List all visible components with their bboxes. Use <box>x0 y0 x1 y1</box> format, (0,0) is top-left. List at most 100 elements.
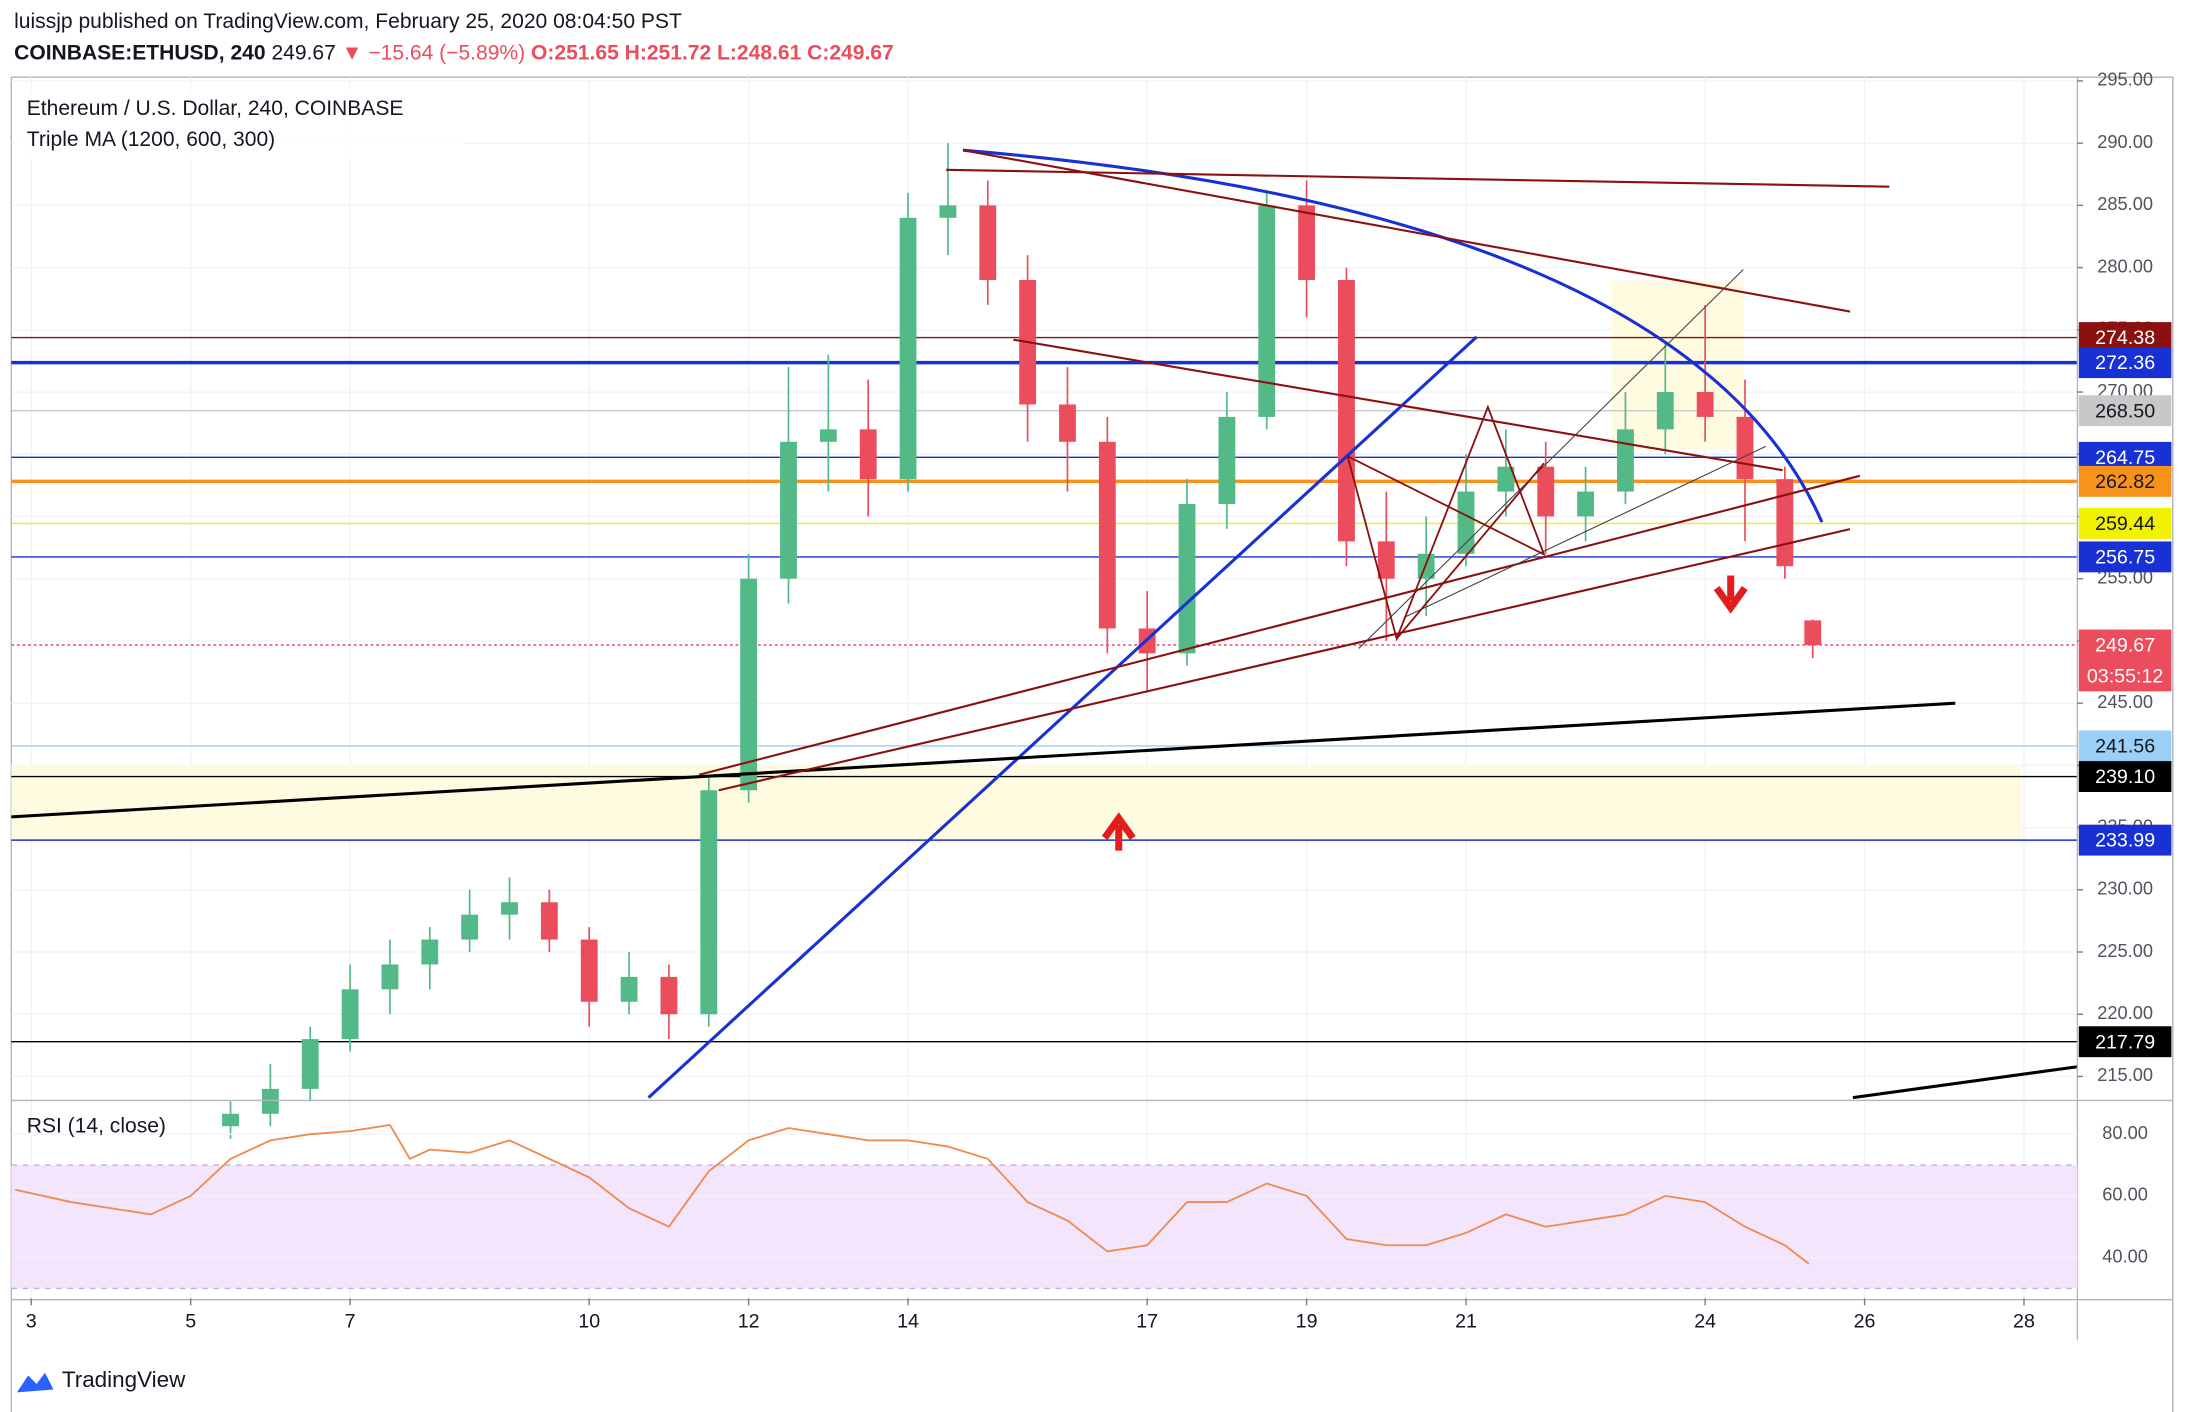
candle-body <box>580 939 598 1002</box>
price-label: 262.82 <box>2095 471 2155 493</box>
price-label: 256.75 <box>2095 547 2155 569</box>
rsi-line <box>15 1123 1810 1265</box>
x-tick-label: 17 <box>1136 1310 1158 1332</box>
rsi-title: RSI (14, close) <box>27 1115 166 1138</box>
candle-body <box>1417 553 1435 579</box>
candle-body <box>939 205 957 218</box>
candle-body <box>1457 491 1475 554</box>
trend-line <box>1852 1065 2078 1100</box>
channel-line <box>1358 269 1744 649</box>
price-label-box <box>2078 395 2172 427</box>
x-tick-label: 21 <box>1455 1310 1477 1332</box>
chart-title: Ethereum / U.S. Dollar, 240, COINBASE <box>27 97 404 120</box>
levels <box>11 336 2078 1043</box>
price-label-box <box>2078 347 2172 379</box>
countdown-box <box>2078 660 2172 692</box>
candle-body <box>1178 504 1196 654</box>
chart-frame <box>10 76 2174 1412</box>
price-label: 241.56 <box>2095 736 2155 758</box>
symbol-line: COINBASE:ETHUSD, 240 249.67 ▼ −15.64 (−5… <box>14 41 894 64</box>
candle-body <box>780 441 797 579</box>
trend-line <box>698 474 1861 776</box>
legend-bg <box>14 89 464 161</box>
indicator-label: Triple MA (1200, 600, 300) <box>27 128 275 151</box>
candle-body <box>819 429 837 442</box>
trend-line <box>647 335 1478 1099</box>
candle-body <box>1736 416 1754 480</box>
price-label-box <box>2078 1026 2172 1058</box>
price-label: 268.50 <box>2095 400 2155 422</box>
candle-body <box>1804 620 1822 646</box>
price-label: 249.67 <box>2095 635 2155 657</box>
candle-body <box>261 1088 279 1114</box>
price-label: 233.99 <box>2095 830 2155 852</box>
candle-body <box>700 790 718 1015</box>
price-label-box <box>2078 730 2172 762</box>
price-label-box <box>2078 824 2172 856</box>
x-tick-label: 5 <box>185 1310 196 1332</box>
zone <box>1611 280 1744 450</box>
candle-body <box>1098 441 1116 629</box>
price-label: 274.38 <box>2095 327 2155 349</box>
price-label: 239.10 <box>2095 766 2155 788</box>
candle-body <box>381 964 399 990</box>
arrow-down <box>1713 575 1748 614</box>
x-tick-label: 24 <box>1694 1310 1716 1332</box>
price-label: 264.75 <box>2095 447 2155 469</box>
trend-line <box>962 149 1851 313</box>
candle-body <box>740 578 758 791</box>
rsi-tick-label: 60.00 <box>2102 1184 2148 1205</box>
change: ▼ −15.64 (−5.89%) <box>342 41 525 64</box>
candle-body <box>1338 280 1355 542</box>
candle-body <box>1258 205 1276 417</box>
trend-line <box>1013 338 1783 472</box>
y-tick-label: 220.00 <box>2097 1002 2153 1023</box>
x-tick-label: 19 <box>1296 1310 1318 1332</box>
candles <box>222 143 1822 1139</box>
y-tick-label: 230.00 <box>2097 878 2153 899</box>
x-tick-label: 26 <box>1854 1310 1876 1332</box>
candle-body <box>1497 466 1515 492</box>
candle-body <box>979 205 997 281</box>
candle-body <box>1696 392 1714 417</box>
price-label-box <box>2078 465 2172 497</box>
candle-body <box>1617 429 1634 492</box>
x-tick-label: 14 <box>897 1310 919 1332</box>
price-label-box <box>2078 541 2172 573</box>
candle-body <box>1776 479 1794 567</box>
drawings <box>11 148 2078 1100</box>
candle-body <box>1377 541 1395 579</box>
y-tick-label: 290.00 <box>2097 131 2153 152</box>
candle-body <box>1059 404 1076 442</box>
price-label: 259.44 <box>2095 513 2155 535</box>
price-label: 217.79 <box>2095 1031 2155 1053</box>
candle-body <box>540 902 558 940</box>
brand: TradingView <box>62 1367 186 1392</box>
candle-body <box>1218 416 1236 505</box>
price-label-box <box>2078 507 2172 539</box>
axes: 3 5 7 10 12 14 17 19 21 24 26 28 215.00 220.00 225.00 2… <box>26 69 2172 1332</box>
ohlc: O:251.65 H:251.72 L:248.61 C:249.67 <box>531 41 894 64</box>
x-tick-label: 28 <box>2013 1310 2035 1332</box>
y-tick-label: 285.00 <box>2097 193 2153 214</box>
candle-body <box>899 217 917 480</box>
last-price: 249.67 <box>271 41 335 64</box>
rsi-tick-label: 40.00 <box>2102 1245 2148 1266</box>
publisher-line: luissjp published on TradingView.com, Fe… <box>14 10 682 33</box>
channel-line <box>1403 445 1767 619</box>
candle-body <box>660 976 678 1015</box>
candle-body <box>1298 205 1316 281</box>
trend-line <box>946 168 1890 188</box>
trend-line <box>11 701 1956 819</box>
candle-body <box>620 976 638 1002</box>
zone <box>11 764 2022 840</box>
symbol: COINBASE:ETHUSD, 240 <box>14 41 265 64</box>
pattern <box>1346 404 1546 642</box>
logo <box>16 1372 54 1393</box>
candle-body <box>1577 491 1595 517</box>
y-tick-label: 225.00 <box>2097 940 2153 961</box>
candle-body <box>1656 392 1674 430</box>
countdown: 03:55:12 <box>2087 665 2163 687</box>
arrow-up <box>1101 812 1136 851</box>
rsi-pane <box>11 1123 2078 1290</box>
